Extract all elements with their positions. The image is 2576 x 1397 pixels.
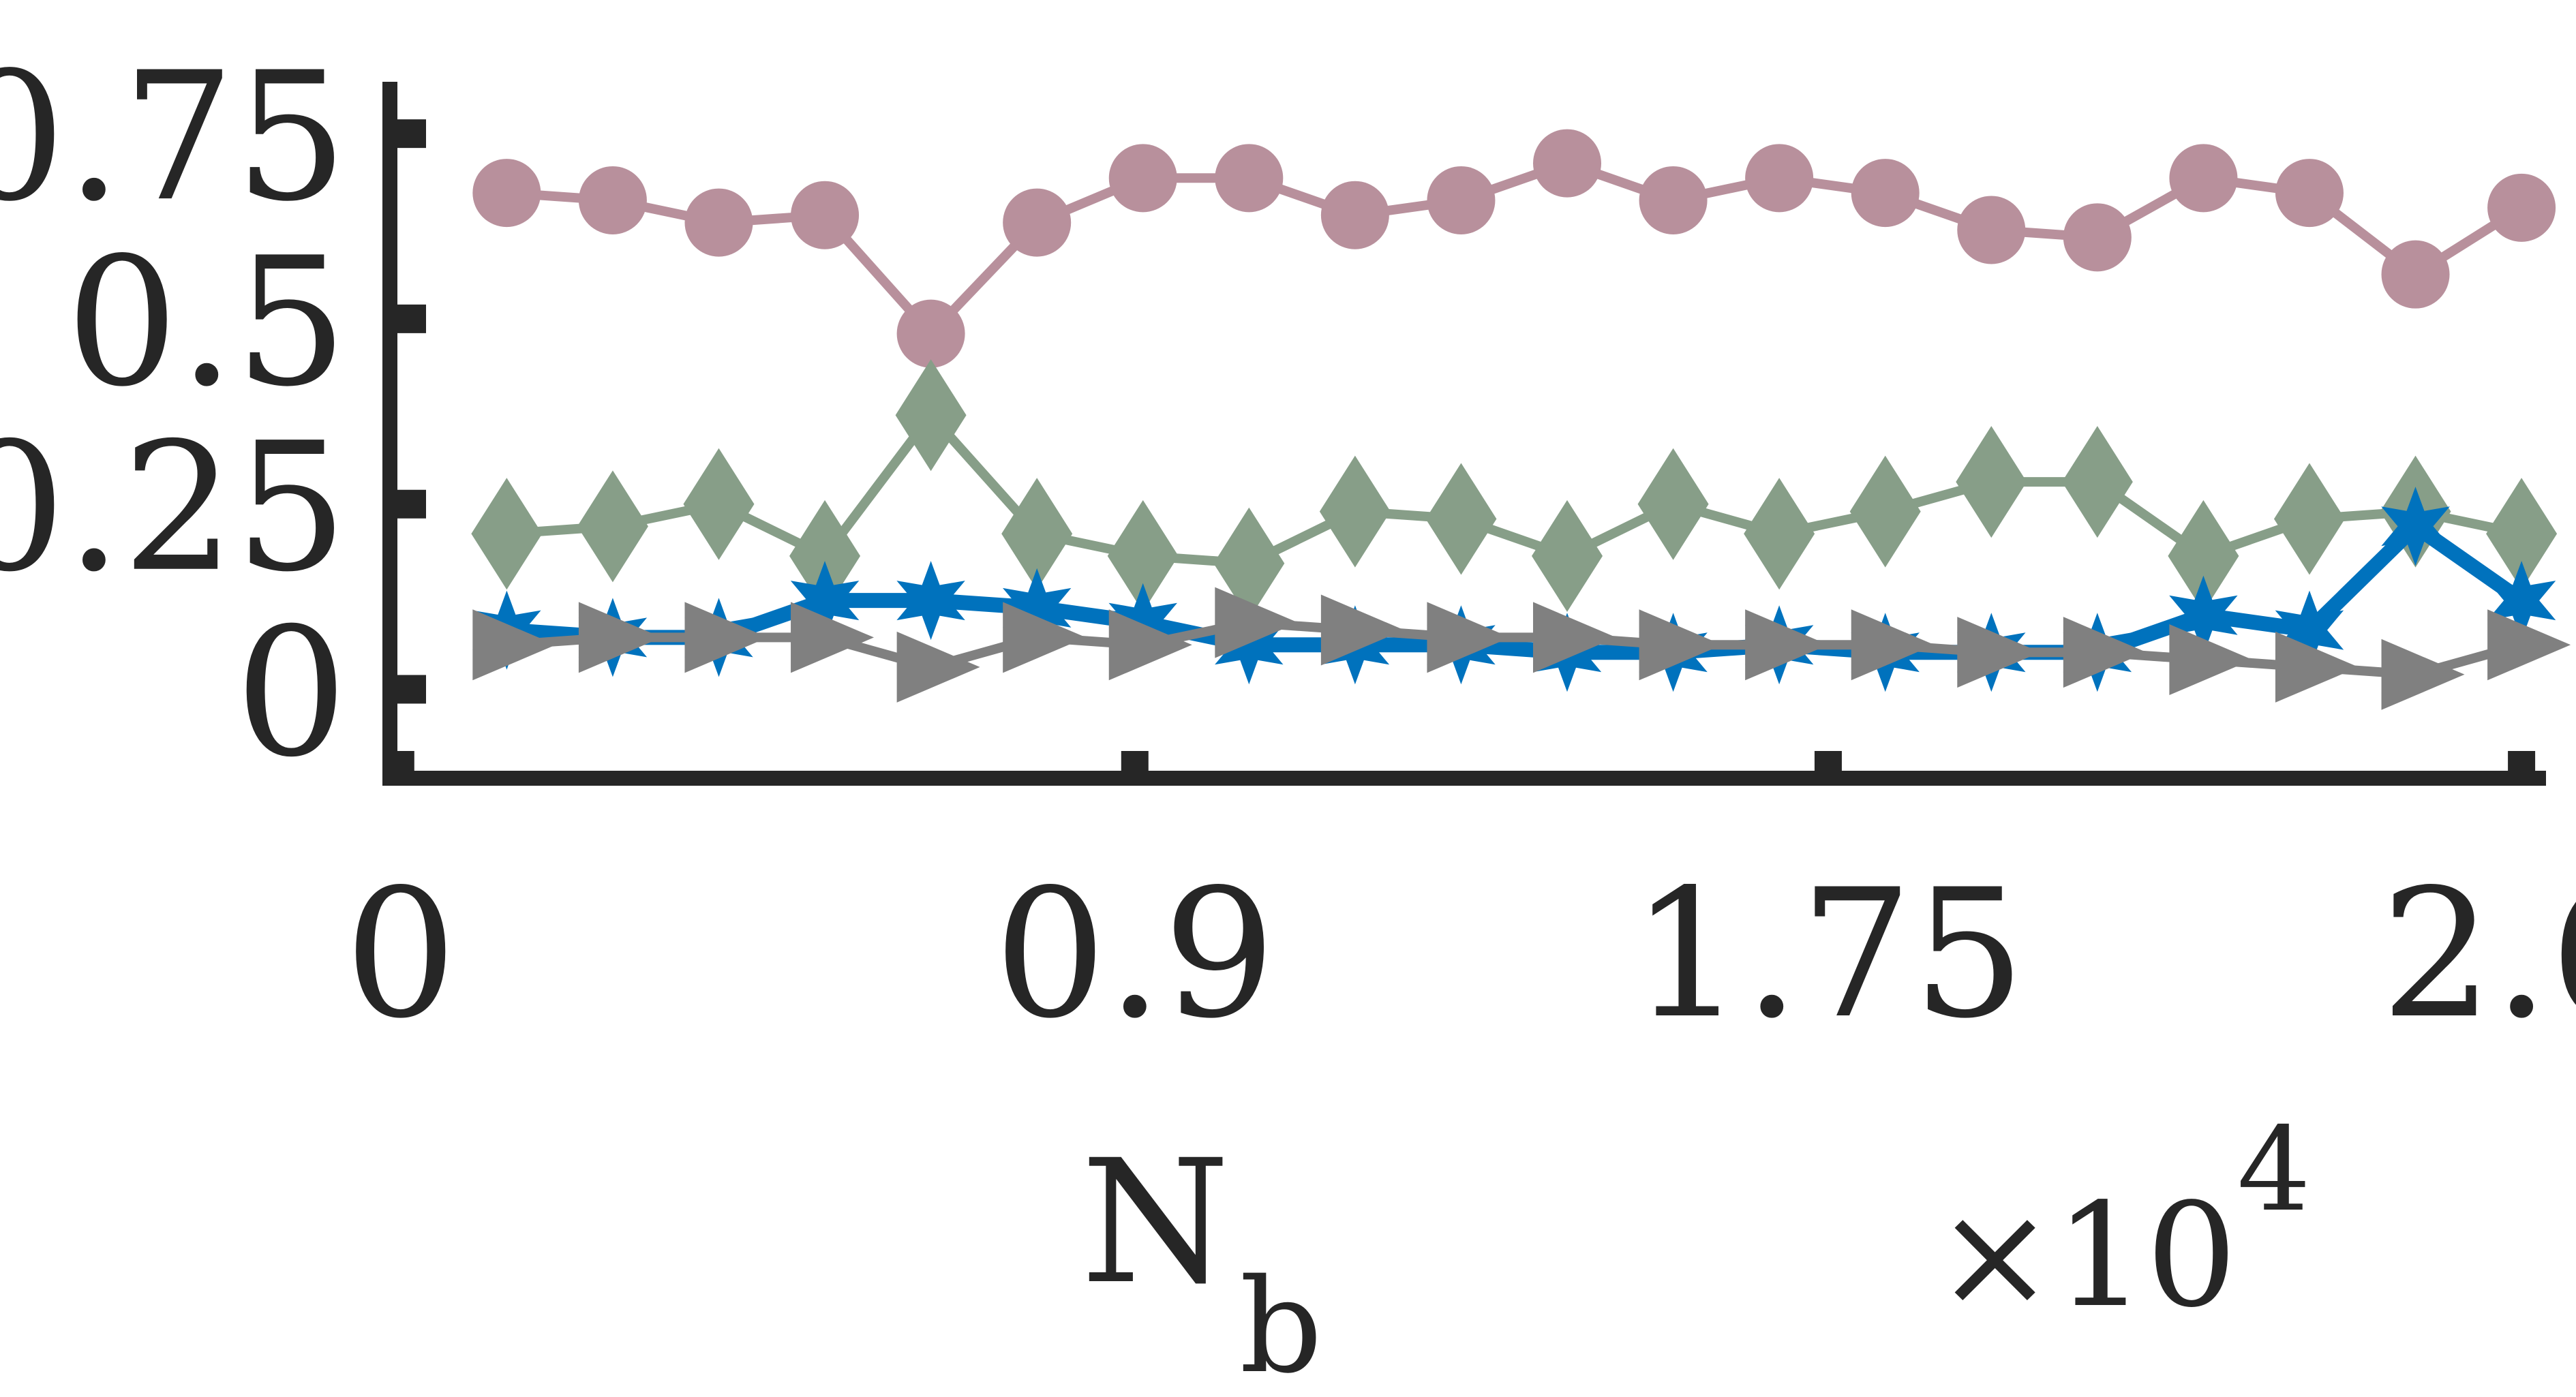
data-point-triangle-right	[1427, 602, 1511, 673]
data-point-circle	[2063, 203, 2132, 272]
data-point-circle	[1215, 144, 1284, 213]
data-point-star	[1108, 583, 1177, 662]
data-point-circle	[1957, 196, 2026, 264]
data-point-circle	[2275, 159, 2344, 228]
x-tick-label: 1.75	[1631, 852, 2025, 1058]
data-point-circle	[578, 166, 647, 234]
data-point-triangle-right	[1851, 609, 1935, 681]
data-point-triangle-right	[1108, 609, 1192, 681]
data-point-triangle-right	[2063, 617, 2147, 688]
data-point-triangle-right	[1003, 602, 1087, 673]
data-point-triangle-right	[1639, 609, 1723, 681]
y-tick-label: 0	[235, 591, 348, 797]
data-point-diamond	[2486, 478, 2558, 590]
x-tick-label: 2.6	[2380, 852, 2576, 1058]
data-point-diamond	[1107, 500, 1179, 612]
data-point-star	[2487, 561, 2556, 641]
x-axis-label: Nb	[1081, 1123, 1322, 1397]
data-point-diamond	[1319, 455, 1391, 568]
data-point-star	[2381, 487, 2450, 566]
data-point-circle	[1533, 129, 1602, 198]
data-point-diamond	[2168, 500, 2239, 612]
data-point-circle	[2169, 144, 2238, 213]
series-layer	[471, 129, 2571, 710]
data-point-star	[896, 561, 965, 641]
data-point-diamond	[1956, 426, 2027, 538]
data-point-diamond	[471, 478, 543, 590]
x-axis-label-main: N	[1081, 1123, 1230, 1321]
data-point-triangle-right	[2381, 639, 2465, 710]
axis-labels: 00.91.752.600.250.50.75	[0, 35, 2576, 1058]
data-point-triangle-right	[1957, 617, 2041, 688]
data-point-circle	[896, 299, 965, 368]
data-point-triangle-right	[1533, 602, 1617, 673]
y-tick-label: 0.75	[0, 35, 348, 241]
data-point-circle	[1427, 166, 1496, 234]
data-point-diamond	[1744, 478, 1815, 590]
axis-ticks	[387, 119, 2536, 778]
data-point-triangle-right	[791, 602, 875, 673]
data-point-diamond	[683, 448, 755, 560]
data-point-triangle-right	[578, 602, 662, 673]
x-axis-label-subscript: b	[1239, 1251, 1322, 1397]
x-axis-exponent-power: 4	[2237, 1103, 2311, 1238]
data-point-circle	[1745, 144, 1814, 213]
data-point-circle	[1108, 144, 1177, 213]
data-point-star	[1215, 605, 1284, 685]
data-point-diamond	[895, 359, 967, 472]
data-point-circle	[1003, 188, 1072, 257]
data-point-diamond	[2273, 463, 2345, 575]
data-point-circle	[1320, 181, 1389, 249]
data-point-star	[1003, 568, 1072, 647]
data-point-triangle-right	[472, 609, 556, 681]
data-point-diamond	[1213, 507, 1285, 619]
data-point-star	[2169, 575, 2238, 655]
data-point-triangle-right	[1745, 609, 1829, 681]
data-point-triangle-right	[2275, 631, 2359, 703]
series-diamond	[471, 359, 2558, 619]
x-axis-exponent-base: ×10	[1935, 1172, 2237, 1339]
data-point-triangle-right	[2169, 624, 2253, 696]
data-point-circle	[791, 181, 860, 249]
data-point-diamond	[1532, 500, 1603, 612]
data-point-circle	[472, 159, 541, 228]
data-point-triangle-right	[2487, 609, 2571, 681]
data-point-diamond	[1425, 463, 1497, 575]
x-axis-exponent: ×104	[1935, 1103, 2311, 1339]
data-point-diamond	[1637, 448, 1709, 560]
data-point-circle	[2487, 173, 2556, 242]
data-point-diamond	[1001, 478, 1073, 590]
data-point-diamond	[577, 470, 648, 583]
data-point-triangle-right	[896, 631, 980, 703]
data-point-triangle-right	[1215, 587, 1299, 658]
axes	[382, 82, 2546, 786]
x-tick-label: 0.9	[994, 852, 1276, 1058]
series-circle	[472, 129, 2556, 368]
data-point-star	[790, 561, 860, 641]
x-tick-label: 0	[344, 852, 457, 1058]
y-tick-label: 0.5	[66, 220, 348, 426]
data-point-triangle-right	[1320, 594, 1404, 666]
y-tick-label: 0.25	[0, 405, 348, 611]
data-point-diamond	[1849, 455, 1921, 568]
data-point-circle	[2381, 240, 2450, 309]
data-point-diamond	[2061, 426, 2133, 538]
data-point-triangle-right	[684, 602, 768, 673]
data-point-circle	[1639, 166, 1708, 234]
data-point-circle	[684, 188, 753, 257]
series-triangle-right	[472, 587, 2571, 710]
data-point-circle	[1851, 159, 1920, 228]
data-point-star	[2275, 590, 2344, 670]
